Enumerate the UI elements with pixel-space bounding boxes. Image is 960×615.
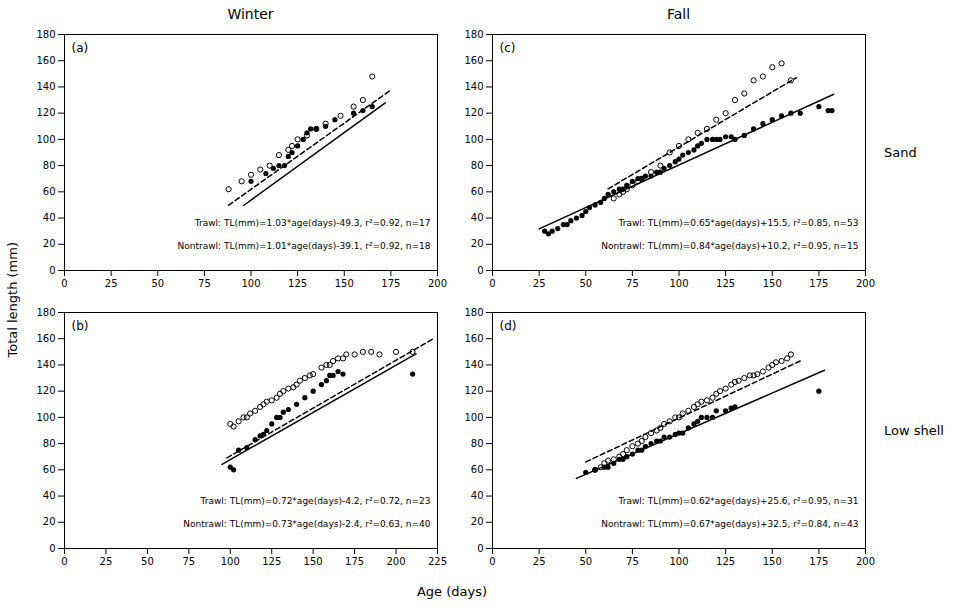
svg-text:160: 160	[36, 333, 55, 344]
svg-text:0: 0	[477, 265, 483, 276]
svg-text:100: 100	[464, 134, 483, 145]
svg-text:60: 60	[471, 464, 484, 475]
svg-text:125: 125	[716, 556, 735, 567]
svg-text:175: 175	[345, 556, 364, 567]
svg-text:40: 40	[471, 490, 484, 501]
svg-text:0: 0	[477, 543, 483, 554]
svg-text:150: 150	[763, 278, 782, 289]
svg-text:40: 40	[471, 212, 484, 223]
svg-text:50: 50	[579, 278, 592, 289]
svg-text:200: 200	[428, 278, 447, 289]
svg-text:60: 60	[43, 464, 56, 475]
svg-text:100: 100	[669, 278, 688, 289]
svg-text:20: 20	[471, 516, 484, 527]
svg-text:50: 50	[579, 556, 592, 567]
svg-text:(a): (a)	[72, 41, 89, 55]
html-text:Fall: Fall	[666, 6, 691, 22]
svg-text:75: 75	[198, 278, 211, 289]
svg-text:100: 100	[36, 134, 55, 145]
svg-text:50: 50	[141, 556, 154, 567]
html-text:Sand: Sand	[884, 144, 917, 160]
svg-text:0: 0	[49, 543, 55, 554]
svg-text:150: 150	[763, 556, 782, 567]
svg-text:150: 150	[335, 278, 354, 289]
svg-text:175: 175	[381, 278, 400, 289]
svg-text:80: 80	[471, 438, 484, 449]
svg-text:Trawl: TL(mm)=0.72*age(days)-4: Trawl: TL(mm)=0.72*age(days)-4.2, r²=0.7…	[200, 496, 431, 506]
html-text:Age (days): Age (days)	[416, 583, 487, 599]
svg-text:180: 180	[36, 307, 55, 318]
svg-text:100: 100	[669, 556, 688, 567]
svg-text:Trawl: TL(mm)=1.03*age(days)-4: Trawl: TL(mm)=1.03*age(days)-49.3, r²=0.…	[194, 218, 431, 228]
svg-text:125: 125	[716, 278, 735, 289]
svg-text:(c): (c)	[500, 41, 516, 55]
svg-text:25: 25	[533, 556, 546, 567]
svg-text:Nontrawl: TL(mm)=0.84*age(days: Nontrawl: TL(mm)=0.84*age(days)+10.2, r²…	[601, 241, 858, 251]
svg-text:(d): (d)	[500, 319, 517, 333]
html-text:Winter: Winter	[227, 6, 274, 22]
svg-text:140: 140	[464, 81, 483, 92]
svg-text:80: 80	[43, 160, 56, 171]
svg-text:Nontrawl: TL(mm)=0.73*age(days: Nontrawl: TL(mm)=0.73*age(days)-2.4, r²=…	[183, 519, 430, 529]
svg-text:40: 40	[43, 490, 56, 501]
svg-text:60: 60	[471, 186, 484, 197]
svg-text:75: 75	[182, 556, 195, 567]
svg-text:100: 100	[464, 412, 483, 423]
svg-text:140: 140	[36, 359, 55, 370]
svg-text:Nontrawl: TL(mm)=1.01*age(days: Nontrawl: TL(mm)=1.01*age(days)-39.1, r²…	[178, 241, 431, 251]
svg-text:20: 20	[43, 516, 56, 527]
svg-text:(b): (b)	[72, 319, 89, 333]
svg-text:100: 100	[36, 412, 55, 423]
svg-text:50: 50	[151, 278, 164, 289]
html-text:Low shell: Low shell	[884, 422, 944, 438]
svg-text:225: 225	[428, 556, 447, 567]
svg-text:125: 125	[262, 556, 281, 567]
svg-text:80: 80	[43, 438, 56, 449]
svg-text:120: 120	[464, 107, 483, 118]
svg-text:75: 75	[626, 556, 639, 567]
svg-text:160: 160	[36, 55, 55, 66]
svg-text:40: 40	[43, 212, 56, 223]
svg-text:0: 0	[61, 278, 67, 289]
svg-text:200: 200	[387, 556, 406, 567]
svg-text:80: 80	[471, 160, 484, 171]
svg-text:150: 150	[304, 556, 323, 567]
svg-text:180: 180	[464, 29, 483, 40]
svg-text:160: 160	[464, 55, 483, 66]
svg-text:175: 175	[809, 556, 828, 567]
html-text:Total length (mm): Total length (mm)	[4, 242, 20, 358]
svg-text:140: 140	[464, 359, 483, 370]
svg-text:Nontrawl: TL(mm)=0.67*age(days: Nontrawl: TL(mm)=0.67*age(days)+32.5, r²…	[601, 519, 858, 529]
svg-text:100: 100	[221, 556, 240, 567]
svg-text:140: 140	[36, 81, 55, 92]
svg-text:0: 0	[61, 556, 67, 567]
svg-text:120: 120	[36, 107, 55, 118]
svg-text:25: 25	[105, 278, 118, 289]
svg-text:160: 160	[464, 333, 483, 344]
svg-text:175: 175	[809, 278, 828, 289]
svg-text:180: 180	[464, 307, 483, 318]
svg-text:120: 120	[464, 385, 483, 396]
svg-text:200: 200	[856, 278, 875, 289]
svg-text:25: 25	[533, 278, 546, 289]
svg-text:60: 60	[43, 186, 56, 197]
svg-text:75: 75	[626, 278, 639, 289]
svg-text:20: 20	[43, 238, 56, 249]
svg-text:200: 200	[856, 556, 875, 567]
svg-text:100: 100	[241, 278, 260, 289]
svg-text:20: 20	[471, 238, 484, 249]
svg-text:120: 120	[36, 385, 55, 396]
svg-text:0: 0	[489, 556, 495, 567]
svg-text:0: 0	[489, 278, 495, 289]
svg-text:Trawl: TL(mm)=0.65*age(days)+1: Trawl: TL(mm)=0.65*age(days)+15.5, r²=0.…	[618, 218, 859, 228]
svg-text:Trawl: TL(mm)=0.62*age(days)+2: Trawl: TL(mm)=0.62*age(days)+25.6, r²=0.…	[618, 496, 859, 506]
svg-text:25: 25	[100, 556, 113, 567]
svg-text:125: 125	[288, 278, 307, 289]
svg-text:180: 180	[36, 29, 55, 40]
svg-text:0: 0	[49, 265, 55, 276]
